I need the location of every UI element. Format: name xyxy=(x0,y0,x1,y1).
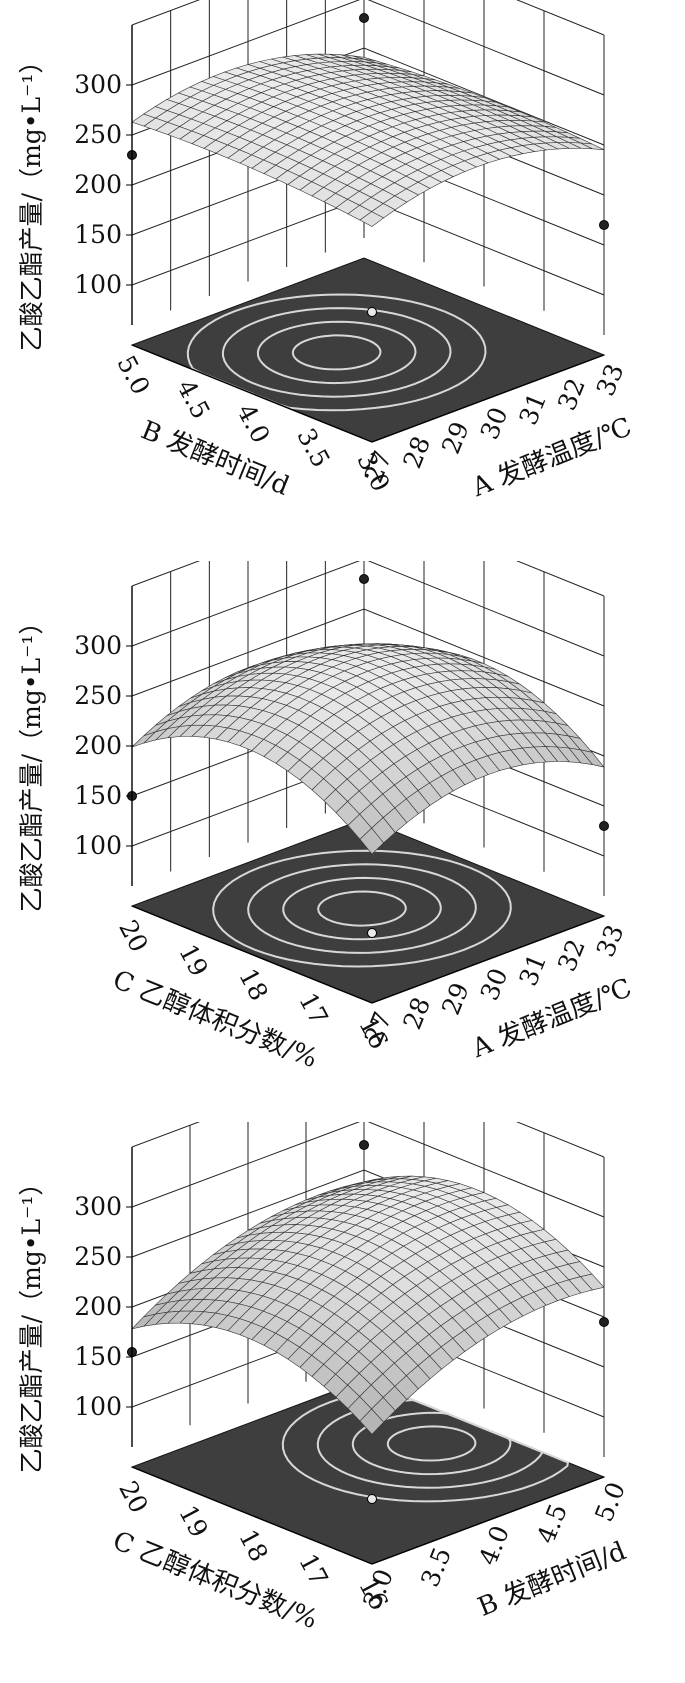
contour-line xyxy=(212,849,512,968)
response-surface xyxy=(131,643,605,855)
wall-grid-line xyxy=(131,608,605,707)
y-tick-label: 17 xyxy=(293,988,334,1030)
x-tick-label: 33 xyxy=(591,360,630,400)
wall-grid-line xyxy=(131,561,605,597)
surface-cell xyxy=(359,1408,385,1435)
x-tick-label: 4.5 xyxy=(531,1500,573,1548)
z-tick-label: 250 xyxy=(74,120,122,149)
z-tick-label: 250 xyxy=(74,681,122,710)
wall-grid-line xyxy=(131,561,605,657)
contour-line xyxy=(386,1425,477,1462)
z-tick-label: 300 xyxy=(74,70,122,99)
y-tick-label: 5.0 xyxy=(111,351,155,400)
surface-cell xyxy=(359,827,385,855)
z-tick-label: 150 xyxy=(74,220,122,249)
z-axis-title: 乙酸乙酯产量/（mg•L⁻¹） xyxy=(17,610,46,913)
x-tick-label: 4.0 xyxy=(473,1521,515,1569)
x-tick-label: 28 xyxy=(397,993,436,1033)
z-tick-label: 100 xyxy=(74,831,122,860)
y-tick-label: 4.5 xyxy=(171,375,215,424)
design-point xyxy=(359,574,369,584)
contour-line xyxy=(351,1411,512,1476)
contour-line xyxy=(221,307,452,398)
wall-grid-line xyxy=(131,0,605,96)
surface-plot-1: 100 150 200 250 300 27 28 29 30 31 32 33 3.0 3.5 4.0 4.… xyxy=(0,0,685,561)
x-axis-line xyxy=(371,915,605,1004)
x-axis-line xyxy=(371,1476,605,1565)
x-tick-label: 33 xyxy=(591,921,630,961)
x-tick-label: 5.0 xyxy=(589,1478,631,1526)
y-axis-line xyxy=(131,344,373,443)
wall-grid-line xyxy=(131,1122,605,1158)
x-tick-label: 29 xyxy=(436,979,475,1019)
x-tick-label: 28 xyxy=(397,432,436,472)
design-point xyxy=(599,821,609,831)
contour-line xyxy=(247,863,477,954)
z-tick-label: 300 xyxy=(74,631,122,660)
surface-cell xyxy=(359,211,385,227)
response-surface xyxy=(131,1175,605,1435)
contour-lines xyxy=(212,849,512,968)
design-point xyxy=(367,928,377,938)
contour-line xyxy=(291,334,382,371)
z-tick-label: 250 xyxy=(74,1242,122,1271)
z-tick-label: 150 xyxy=(74,781,122,810)
axes xyxy=(131,586,605,1004)
y-tick-label: 18 xyxy=(233,1525,274,1567)
x-tick-label: 3.5 xyxy=(415,1543,457,1591)
design-point xyxy=(367,307,377,317)
design-point xyxy=(359,13,369,23)
y-axis-title: C 乙醇体积分数/% xyxy=(108,965,321,1074)
y-axis-line xyxy=(131,905,373,1004)
z-tick-label: 100 xyxy=(74,270,122,299)
x-axis-line xyxy=(371,354,605,443)
axes xyxy=(131,1147,605,1565)
x-tick-label: 32 xyxy=(552,935,591,975)
z-tick-label: 300 xyxy=(74,1192,122,1221)
contour-line xyxy=(317,890,407,927)
z-axis-title: 乙酸乙酯产量/（mg•L⁻¹） xyxy=(17,49,46,352)
y-tick-label: 19 xyxy=(173,939,214,981)
y-tick-label: 17 xyxy=(293,1549,334,1591)
axes xyxy=(131,25,605,443)
y-axis-line xyxy=(131,1466,373,1565)
design-point xyxy=(359,1140,369,1150)
y-tick-label: 3.5 xyxy=(291,423,335,472)
response-surface xyxy=(131,53,605,227)
x-tick-label: 30 xyxy=(475,403,514,443)
z-tick-label: 200 xyxy=(74,1292,122,1321)
z-tick-label: 150 xyxy=(74,1342,122,1371)
wall-grid-line xyxy=(131,1122,605,1218)
y-axis-title: C 乙醇体积分数/% xyxy=(108,1526,321,1635)
z-tick-label: 200 xyxy=(74,731,122,760)
y-tick-label: 18 xyxy=(233,964,274,1006)
design-point xyxy=(367,1494,377,1504)
surface-plot-2: 100 150 200 250 300 27 28 29 30 31 32 33 16 17 18 19 20 乙… xyxy=(0,561,685,1122)
x-tick-label: 30 xyxy=(475,964,514,1004)
x-tick-label: 31 xyxy=(513,950,552,990)
y-tick-label: 20 xyxy=(113,1476,154,1518)
x-tick-label: 29 xyxy=(436,418,475,458)
y-tick-label: 20 xyxy=(113,915,154,957)
surface-plot-3: 100 150 200 250 300 3.0 3.5 4.0 4.5 5.0 16 17 18 19 20… xyxy=(0,1122,685,1683)
z-tick-label: 100 xyxy=(74,1392,122,1421)
x-tick-label: 32 xyxy=(552,374,591,414)
contour-line xyxy=(282,876,442,941)
wall-grid-line xyxy=(131,0,605,36)
z-tick-label: 200 xyxy=(74,170,122,199)
x-tick-label: 31 xyxy=(513,389,552,429)
contour-line xyxy=(256,320,417,385)
z-axis-title: 乙酸乙酯产量/（mg•L⁻¹） xyxy=(17,1171,46,1474)
y-tick-label: 4.0 xyxy=(231,399,275,448)
design-point xyxy=(599,220,609,230)
design-point xyxy=(599,1317,609,1327)
y-tick-label: 19 xyxy=(173,1500,214,1542)
